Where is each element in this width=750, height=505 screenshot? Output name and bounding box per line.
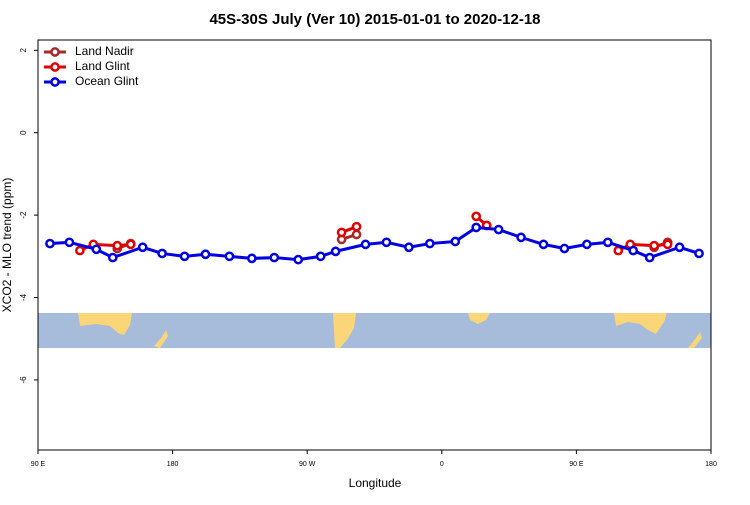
data-point <box>404 242 414 253</box>
data-point <box>224 251 235 262</box>
data-point <box>179 251 190 262</box>
legend-label: Land Glint <box>75 59 130 73</box>
data-point <box>674 242 685 253</box>
x-tick-label: 90 E <box>31 461 46 468</box>
legend-label: Ocean Glint <box>75 74 139 88</box>
series-line <box>49 225 700 262</box>
y-axis-label: XCO2 - MLO trend (ppm) <box>0 178 14 313</box>
data-point <box>493 224 504 235</box>
data-point <box>424 238 435 249</box>
data-point <box>64 237 75 248</box>
data-point <box>91 244 102 255</box>
data-point <box>330 246 341 257</box>
y-tick-label: 2 <box>19 48 28 53</box>
y-tick-label: -6 <box>19 376 28 384</box>
data-point <box>450 236 461 247</box>
legend-label: Land Nadir <box>75 44 134 58</box>
x-tick-label: 90 E <box>569 461 584 468</box>
map-strip <box>38 313 711 348</box>
data-point <box>269 252 280 263</box>
data-point <box>293 254 304 265</box>
series-line <box>79 215 668 252</box>
data-point <box>107 252 118 263</box>
data-point <box>336 227 347 238</box>
data-point <box>351 221 362 232</box>
data-point <box>538 239 549 250</box>
y-tick-label: 0 <box>19 130 28 135</box>
data-point <box>200 249 211 260</box>
chart-title: 45S-30S July (Ver 10) 2015-01-01 to 2020… <box>209 11 540 28</box>
data-point <box>602 237 613 248</box>
legend-marker <box>50 77 60 87</box>
data-point <box>112 240 123 251</box>
data-point <box>628 245 639 256</box>
data-point <box>649 240 660 251</box>
data-point <box>137 242 148 253</box>
x-axis-label: Longitude <box>349 476 402 490</box>
legend-marker <box>50 47 60 57</box>
x-tick-label: 90 W <box>299 461 316 468</box>
data-point <box>247 253 257 264</box>
data-point <box>360 239 371 250</box>
plot-frame <box>37 39 712 451</box>
data-point <box>694 248 704 259</box>
y-tick-label: -4 <box>19 293 28 301</box>
data-point <box>351 229 362 240</box>
data-point <box>45 238 55 249</box>
data-point <box>582 239 592 250</box>
data-point <box>516 232 526 243</box>
data-point <box>662 239 673 250</box>
y-tick-label: -2 <box>19 211 28 219</box>
data-point <box>644 252 655 263</box>
data-point <box>471 222 482 233</box>
data-point <box>75 245 85 256</box>
x-tick-label: 180 <box>167 461 179 468</box>
data-point <box>315 251 326 262</box>
x-tick-label: 0 <box>440 461 444 468</box>
data-point <box>125 239 136 250</box>
data-point <box>157 248 167 259</box>
x-tick-label: 180 <box>705 461 717 468</box>
legend-marker <box>50 62 60 72</box>
data-point <box>471 211 482 222</box>
data-point <box>559 243 570 254</box>
data-point <box>381 237 392 248</box>
